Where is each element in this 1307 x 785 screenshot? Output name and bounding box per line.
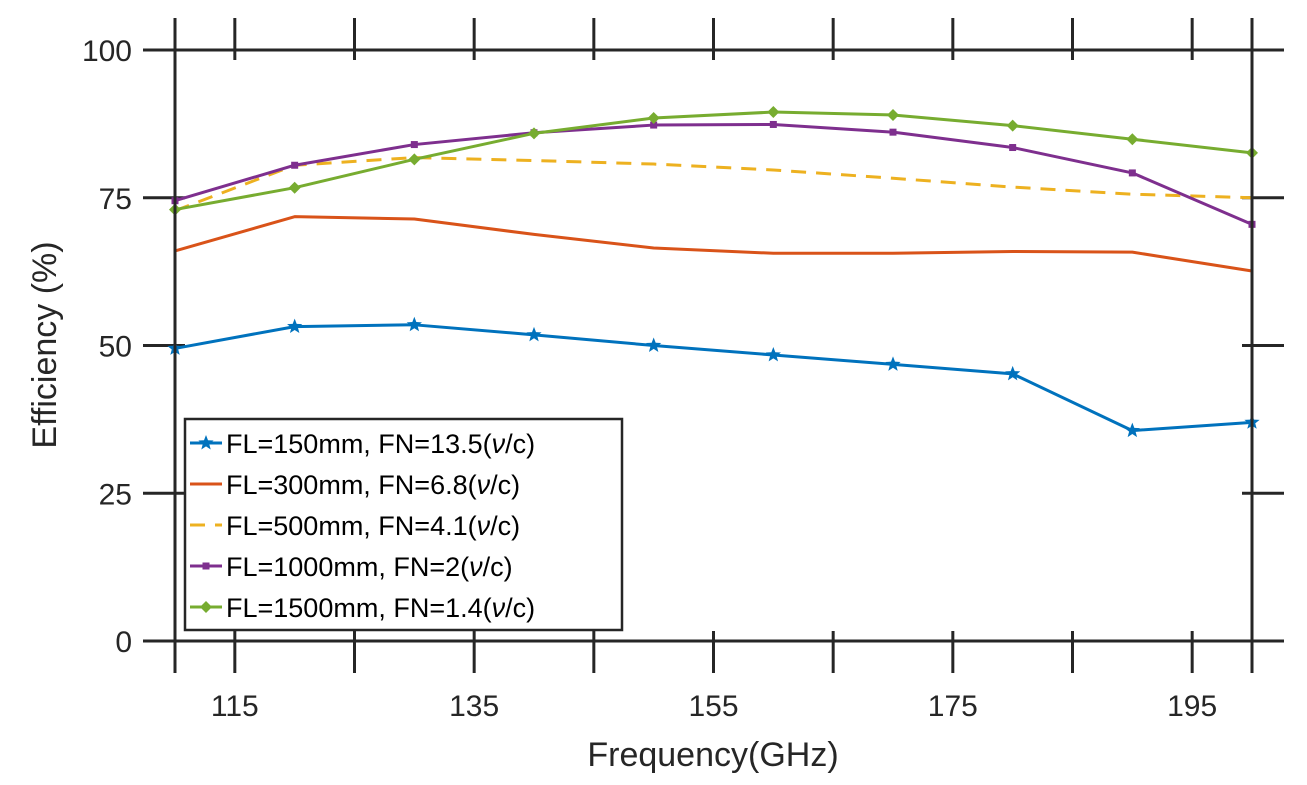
data-point-4-8 [1126,133,1139,146]
legend-label-part-0-1: ν [492,429,506,459]
legend-label-part-3-2: /c) [483,552,513,582]
data-point-0-5 [765,346,781,362]
x-tick-label-2: 155 [688,690,738,723]
legend-label-part-1-2: /c) [490,470,520,500]
legend-label-3: FL=1000mm, FN=2(ν/c) [226,552,513,582]
x-tick-label-3: 175 [928,690,978,723]
plot-series [167,106,1260,438]
x-tick-label-0: 115 [211,690,259,723]
legend-label-part-3-0: FL=1000mm, FN=2( [226,552,469,582]
legend-item-0: FL=150mm, FN=13.5(ν/c) [190,429,535,459]
series-line-3 [174,122,1253,226]
data-point-3-7 [1009,144,1017,152]
legend-label-4: FL=1500mm, FN=1.4(ν/c) [226,593,535,623]
legend-label-part-2-0: FL=500mm, FN=4.1( [226,511,477,541]
series-4 [169,106,1258,216]
data-point-4-5 [767,106,780,119]
series-2 [174,156,1253,213]
legend-label-part-1-0: FL=300mm, FN=6.8( [226,470,477,500]
data-point-3-2 [410,141,418,149]
y-tick-label-1: 25 [99,478,132,511]
x-axis-title: Frequency(GHz) [587,736,838,774]
data-point-4-4 [647,111,660,124]
data-point-4-2 [408,153,421,166]
data-point-4-1 [288,181,301,194]
data-point-3-6 [889,128,897,136]
legend-label-part-4-2: /c) [505,593,535,623]
legend-label-part-3-1: ν [469,552,483,582]
legend: FL=150mm, FN=13.5(ν/c)FL=300mm, FN=6.8(ν… [183,417,624,632]
legend-label-2: FL=500mm, FN=4.1(ν/c) [226,511,520,541]
y-axis-title: Efficiency (%) [26,241,64,448]
legend-item-2: FL=500mm, FN=4.1(ν/c) [190,511,520,541]
legend-label-part-4-0: FL=1500mm, FN=1.4( [226,593,492,623]
data-point-0-3 [526,326,542,342]
series-3 [171,120,1256,228]
data-point-3-1 [291,161,299,169]
series-line-2 [174,156,1253,213]
legend-item-1: FL=300mm, FN=6.8(ν/c) [190,470,520,500]
legend-marker-0 [198,435,214,450]
legend-label-part-0-2: /c) [505,429,535,459]
data-point-0-1 [287,318,303,334]
y-tick-label-0: 0 [115,626,132,659]
legend-item-3: FL=1000mm, FN=2(ν/c) [190,552,513,582]
data-point-0-4 [646,337,662,352]
series-1 [174,215,1253,273]
y-tick-label-4: 100 [82,35,132,68]
data-point-0-8 [1124,422,1140,438]
y-tick-label-3: 75 [99,183,132,216]
legend-label-1: FL=300mm, FN=6.8(ν/c) [226,470,520,500]
legend-label-part-1-1: ν [477,470,491,500]
series-line-4 [174,110,1253,212]
series-line-0 [174,323,1253,433]
x-tick-label-4: 195 [1167,690,1217,723]
data-point-3-4 [650,121,658,129]
data-point-4-3 [528,127,540,140]
data-point-0-7 [1005,365,1021,381]
legend-label-part-4-1: ν [492,593,506,623]
data-point-3-8 [1128,169,1136,177]
legend-label-part-2-2: /c) [490,511,520,541]
data-point-4-6 [887,109,899,122]
legend-label-part-2-1: ν [477,511,491,541]
legend-label-0: FL=150mm, FN=13.5(ν/c) [226,429,535,459]
series-line-1 [174,215,1253,273]
legend-marker-4 [200,601,212,613]
legend-item-4: FL=1500mm, FN=1.4(ν/c) [190,593,535,623]
legend-label-part-0-0: FL=150mm, FN=13.5( [226,429,492,459]
data-point-0-6 [885,356,901,371]
y-tick-label-2: 50 [99,331,132,364]
legend-marker-3 [202,562,210,570]
x-tick-label-1: 135 [449,690,499,723]
plot-frame [173,48,1254,643]
data-point-4-7 [1006,119,1019,132]
data-point-0-2 [406,316,422,332]
data-point-3-5 [769,120,777,128]
legend-box [183,417,624,632]
tick-labels: 115 135 155 175 195 0 25 50 75 100 [82,35,1217,723]
